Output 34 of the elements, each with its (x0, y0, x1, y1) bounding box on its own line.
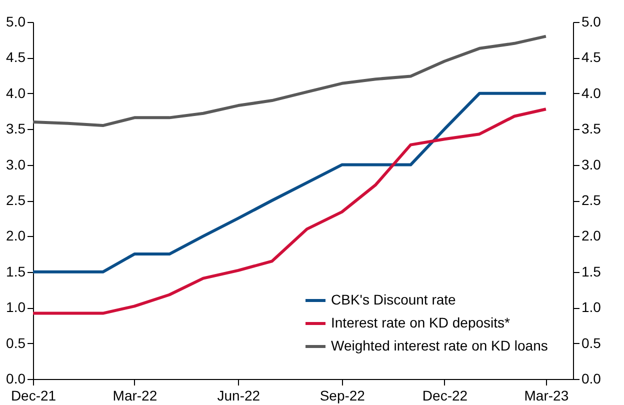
y-tick-label: 5.0 (6, 14, 26, 30)
y2-tick-label: 3.5 (582, 120, 602, 137)
y2-tick-label: 1.0 (582, 299, 602, 316)
y2-tick-label: 2.0 (582, 228, 602, 244)
legend-label: Weighted interest rate on KD loans (331, 338, 548, 354)
y2-tick-label: 4.5 (582, 49, 602, 66)
y-tick-label: 1.5 (6, 263, 26, 280)
legend-label: CBK's Discount rate (331, 292, 456, 308)
line-series (32, 92, 548, 274)
x-tick-label: Dec-21 (10, 388, 56, 404)
y2-tick-label: 5.0 (582, 14, 602, 30)
y-tick-label: 2.0 (6, 228, 26, 244)
x-tick-label: Dec-22 (422, 388, 468, 404)
y-tick-label: 1.0 (6, 299, 26, 316)
x-tick-label: Jun-22 (217, 388, 260, 404)
y-tick-label: 0.5 (6, 334, 26, 351)
line-series (32, 108, 548, 315)
y2-tick-label: 1.5 (582, 263, 602, 280)
y-tick-label: 3.0 (6, 156, 26, 172)
y2-tick-label: 0.5 (582, 334, 602, 351)
y-tick-label: 0.0 (6, 370, 26, 386)
x-tick-label: Sep-22 (320, 388, 366, 404)
y-tick-label: 4.0 (6, 84, 26, 101)
y-tick-label: 4.5 (6, 49, 26, 66)
y2-tick-label: 3.0 (582, 156, 602, 172)
y-tick-label: 2.5 (6, 192, 26, 208)
y2-tick-label: 4.0 (582, 84, 602, 101)
y2-tick-label: 2.5 (582, 192, 602, 208)
legend-label: Interest rate on KD deposits* (331, 314, 511, 330)
line-series (32, 34, 548, 128)
y2-tick-label: 0.0 (582, 370, 602, 386)
y-tick-label: 3.5 (6, 120, 26, 137)
x-tick-label: Mar-23 (524, 388, 569, 404)
x-tick-label: Mar-22 (112, 388, 158, 404)
